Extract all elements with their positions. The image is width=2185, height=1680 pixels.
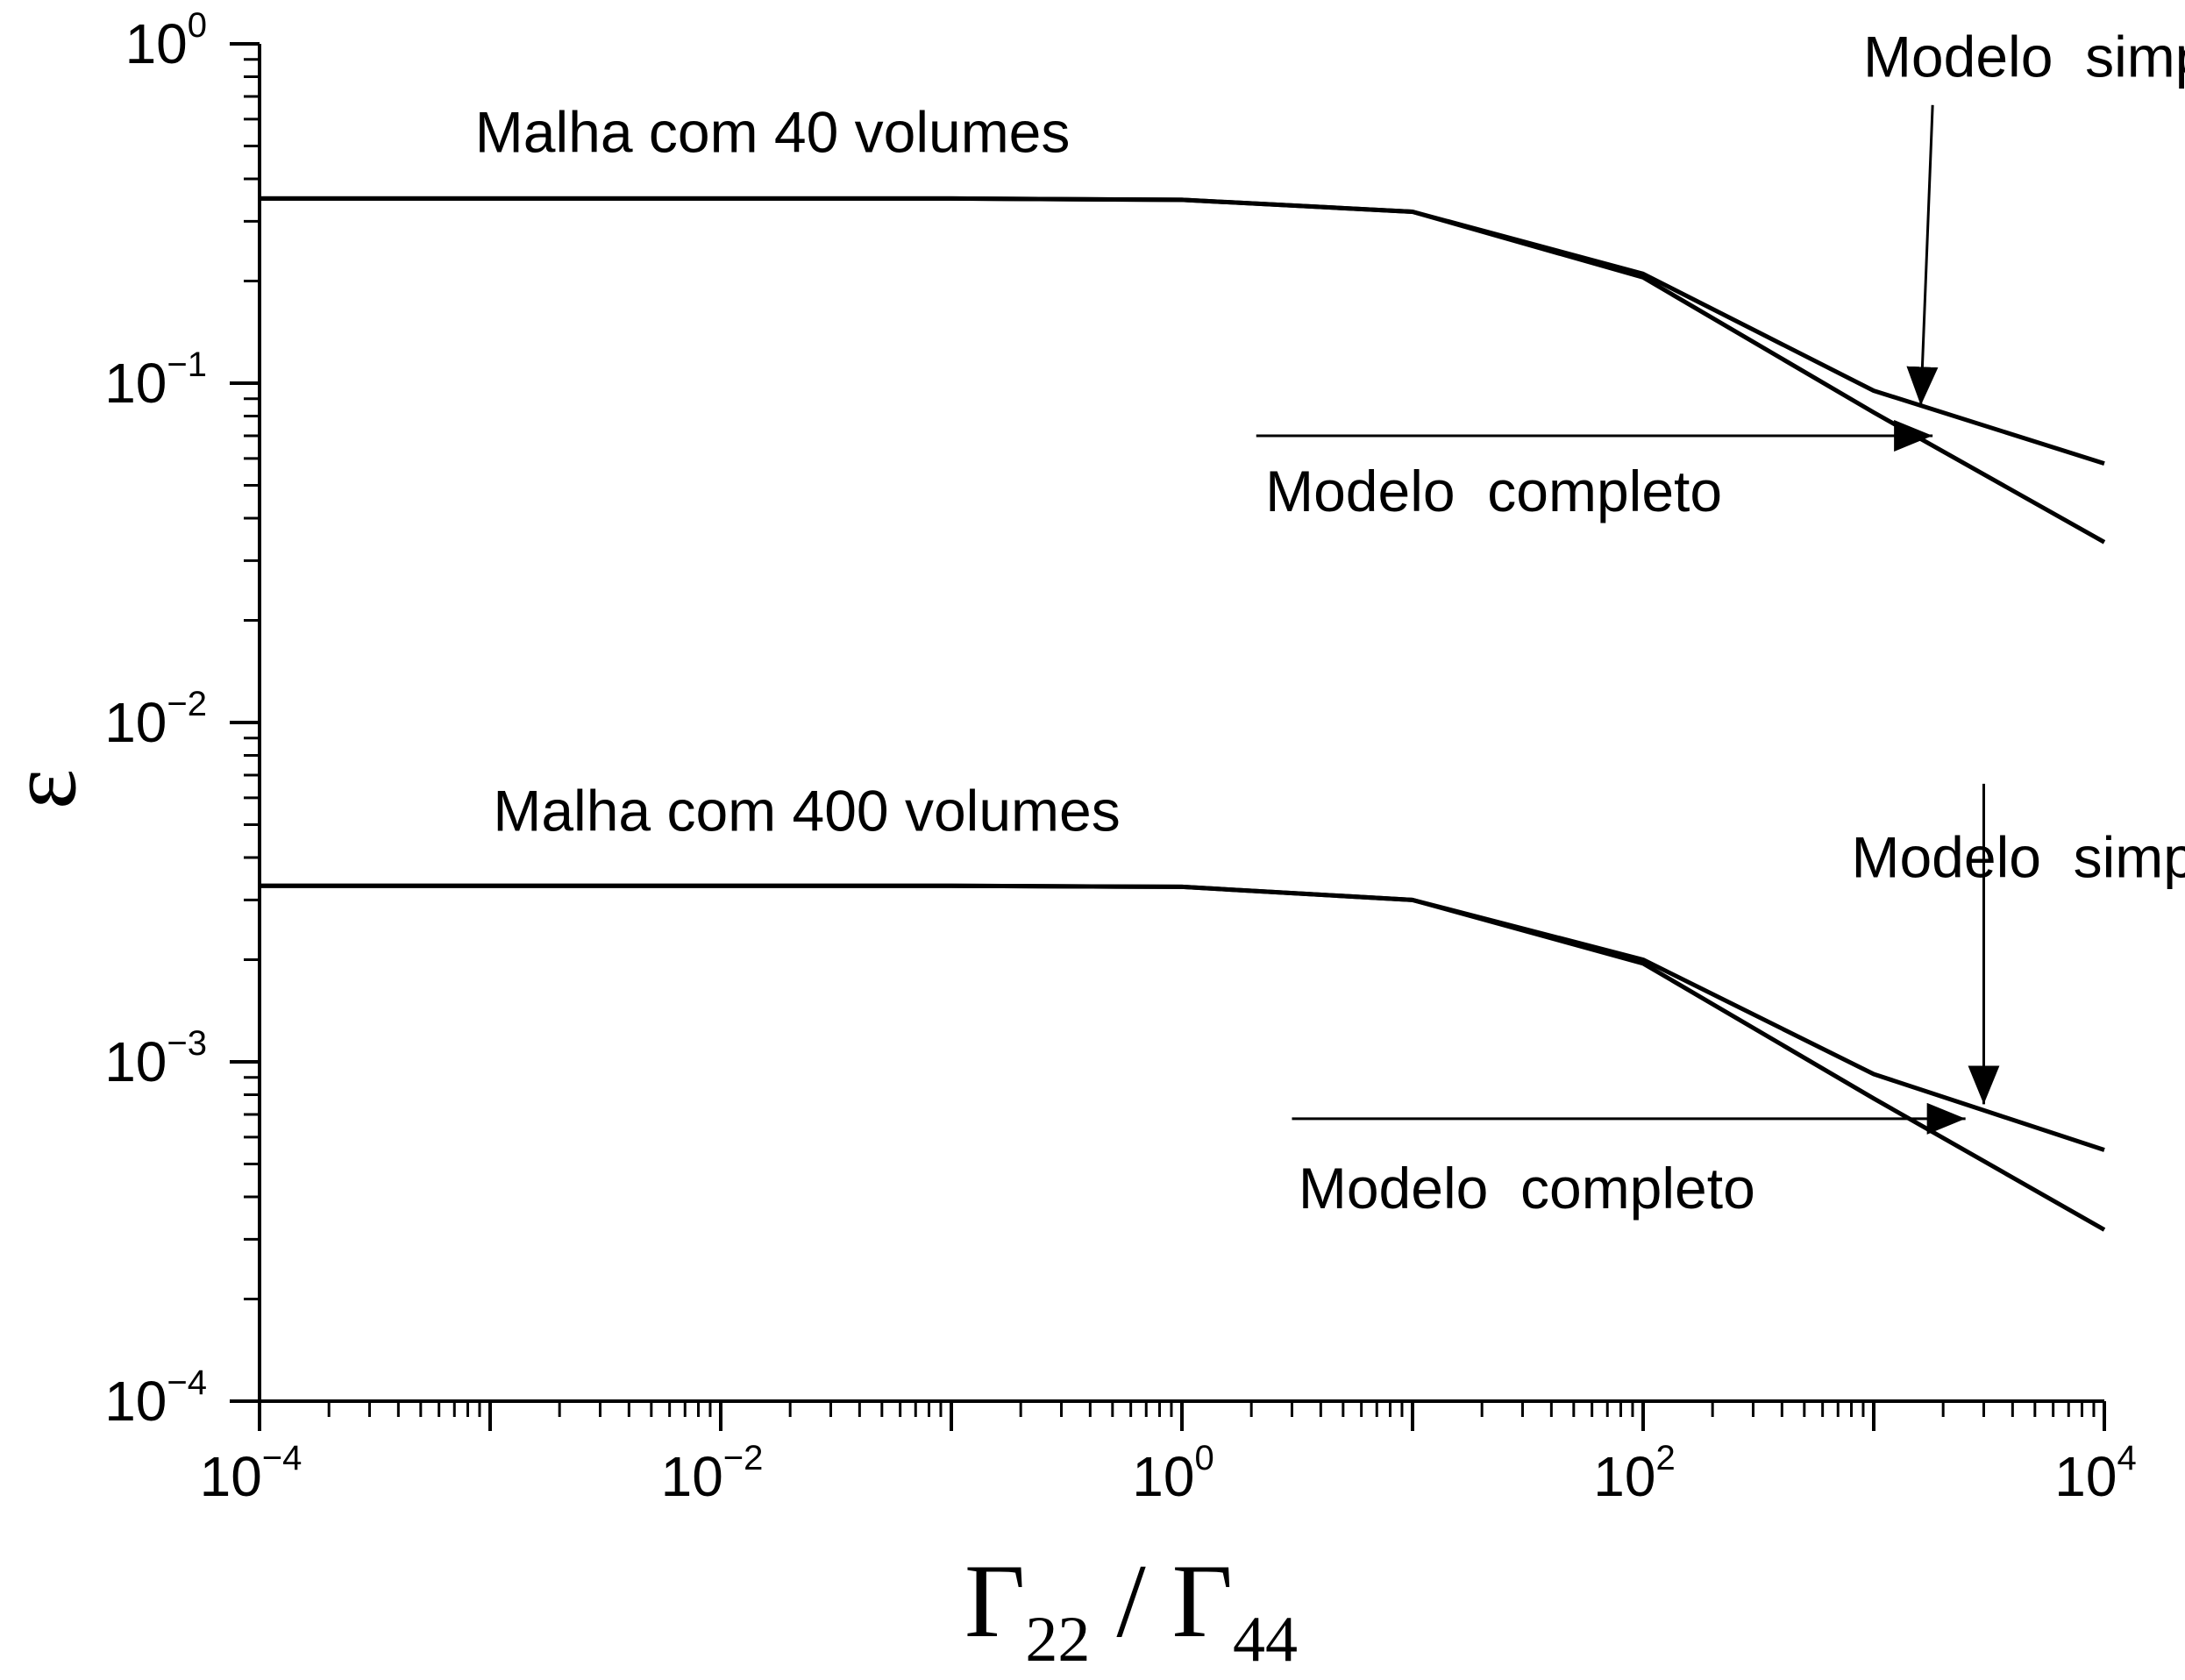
y-tick-label: 100 <box>125 6 207 75</box>
y-axis-ticks <box>230 42 260 1403</box>
x-tick-label: 104 <box>2054 1439 2136 1508</box>
y-tick-label: 10−1 <box>104 345 207 415</box>
plot-frame <box>258 44 2104 1403</box>
series-line <box>260 196 2105 466</box>
annotation-label: Modelo completo <box>1265 459 1722 523</box>
y-axis-tick-labels: 100 10−1 10−2 10−3 10−4 <box>104 6 207 1433</box>
series-line <box>260 883 2106 1232</box>
series-line <box>260 883 2105 1152</box>
series-line <box>260 196 2106 545</box>
x-tick-label: 102 <box>1593 1439 1675 1508</box>
x-tick-label: 100 <box>1132 1439 1213 1508</box>
annotation-label: Modelo completo <box>1299 1156 1755 1221</box>
annotations: Malha com 40 volumes Modelo simplificado M… <box>475 25 2185 1221</box>
x-axis-label: Γ22 / Γ44 <box>964 1542 1298 1676</box>
y-tick-label: 10−4 <box>104 1363 207 1433</box>
annotation-label: Malha com 40 volumes <box>475 99 1071 164</box>
annotation-label: Malha com 400 volumes <box>493 778 1120 843</box>
annotation-arrows <box>1256 104 2000 1135</box>
annotation-label: Modelo simplificado <box>1863 25 2185 89</box>
y-tick-label: 10−2 <box>104 685 207 754</box>
annotation-arrow <box>1906 104 1939 406</box>
y-tick-label: 10−3 <box>104 1024 207 1093</box>
annotation-label: Modelo simplificado <box>1852 824 2185 889</box>
series-lines <box>260 196 2106 1232</box>
x-axis-tick-labels: 10−4 10−2 100 102 104 <box>200 1439 2137 1508</box>
x-axis-ticks <box>258 1401 2106 1431</box>
x-tick-label: 10−4 <box>200 1439 302 1508</box>
y-axis-label: ε <box>0 769 96 809</box>
x-tick-label: 10−2 <box>661 1439 764 1508</box>
